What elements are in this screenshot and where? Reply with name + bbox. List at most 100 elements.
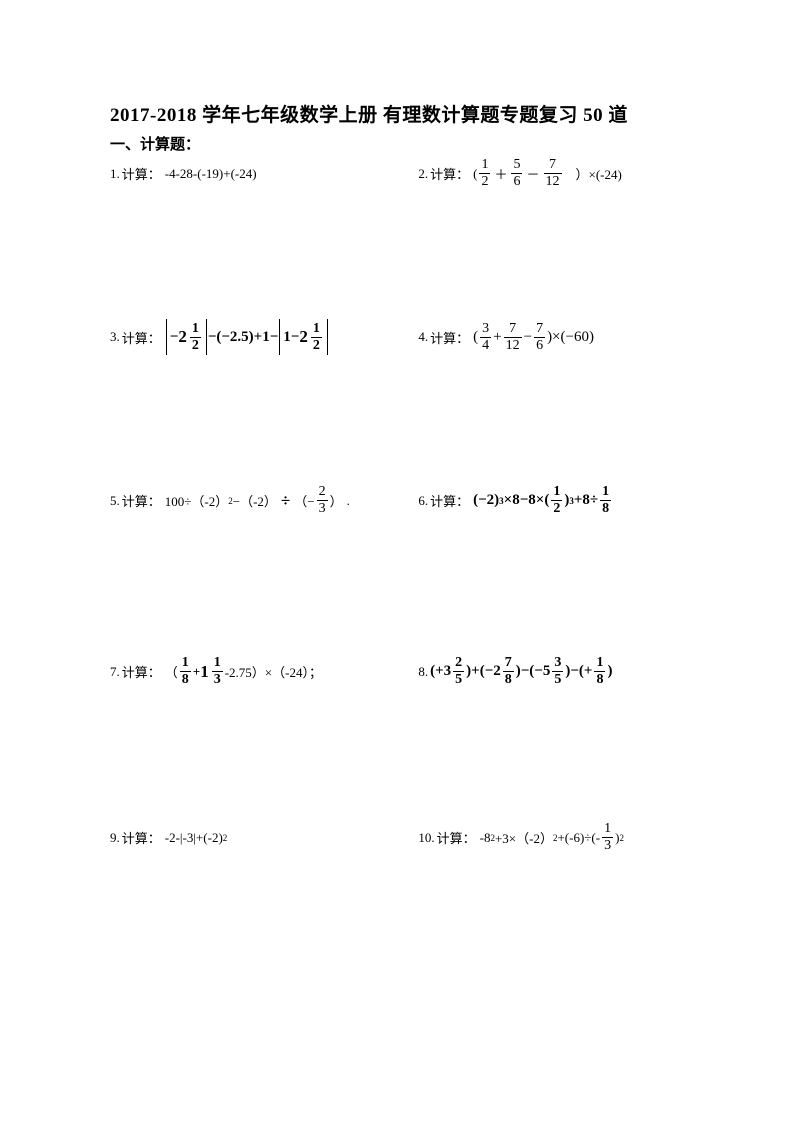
calc-label: 计算： — [430, 491, 469, 510]
problem-number: 3. — [110, 329, 120, 345]
problem-3: 3. 计算： − 2 12 −(−2.5)+1− 1− 2 12 — [110, 319, 418, 355]
op: + — [193, 664, 200, 680]
paren-open: ( — [473, 329, 478, 346]
mixed-number: 2 12 — [178, 322, 203, 353]
calc-label: 计算： — [122, 828, 161, 847]
expression: ( 34 + 712 − 76 )×(−60) — [473, 322, 594, 353]
page-title: 2017-2018 学年七年级数学上册 有理数计算题专题复习 50 道 — [110, 100, 703, 127]
mixed-number: 1 13 — [200, 656, 225, 687]
fraction: 13 — [602, 822, 613, 853]
fraction: 56 — [511, 158, 522, 189]
text: +(-6)÷(- — [557, 830, 600, 846]
calc-label: 计算： — [122, 328, 161, 347]
expression: -4-28-(-19)+(-24) — [165, 166, 257, 182]
problem-number: 8. — [418, 664, 428, 680]
text: -2-|-3|+(-2) — [165, 830, 223, 846]
text: )+(−2 — [466, 663, 501, 680]
expression: 100÷（-2） 2 −（-2） ÷ （− 23 ） . — [165, 485, 350, 516]
fraction: 712 — [544, 158, 562, 189]
fraction: 78 — [503, 656, 514, 687]
mixed-number: 2 12 — [299, 322, 324, 353]
superscript: 2 — [223, 833, 228, 843]
problem-number: 10. — [418, 830, 434, 846]
problem-number: 5. — [110, 493, 120, 509]
problem-number: 4. — [418, 329, 428, 345]
op: － — [526, 164, 539, 183]
row-1: 1. 计算： -4-28-(-19)+(-24) 2. 计算： ( 12 ＋ 5… — [110, 158, 703, 189]
fraction: 23 — [317, 485, 328, 516]
problem-6: 6. 计算： (−2)3 ×8−8×( 12 )3 +8÷ 18 — [418, 485, 703, 516]
paren-close: ） — [330, 491, 343, 510]
text: +8÷ — [574, 492, 598, 509]
calc-label: 计算： — [437, 828, 476, 847]
row-5: 9. 计算： -2-|-3|+(-2)2 10. 计算： -82 +3×（-2）… — [110, 822, 703, 853]
mid-text: −(−2.5)+1− — [208, 329, 278, 346]
fraction: 76 — [534, 322, 545, 353]
problem-number: 1. — [110, 166, 120, 182]
op: − — [524, 329, 532, 346]
fraction: 34 — [480, 322, 491, 353]
problem-2: 2. 计算： ( 12 ＋ 56 － 712 ）×(-24) — [418, 158, 703, 189]
text: )−(−5 — [516, 663, 551, 680]
text: -8 — [480, 830, 491, 846]
fraction: 18 — [180, 656, 191, 687]
superscript: 2 — [619, 833, 624, 843]
fraction: 12 — [479, 158, 490, 189]
dot: . — [347, 493, 350, 509]
problem-number: 2. — [418, 166, 428, 182]
text: ) — [607, 663, 612, 680]
op: 1− — [283, 329, 299, 346]
problem-10: 10. 计算： -82 +3×（-2）2 +(-6)÷(- 13 )2 — [418, 822, 703, 853]
expression: − 2 12 −(−2.5)+1− 1− 2 12 — [165, 319, 329, 355]
text: (−2) — [473, 492, 499, 509]
fraction: 35 — [552, 656, 563, 687]
abs: − 2 12 — [166, 319, 207, 355]
calc-label: 计算： — [122, 164, 161, 183]
expression: (+3 25 )+(−2 78 )−(−5 35 )−(+ 18 ) — [430, 656, 612, 687]
problem-number: 7. — [110, 664, 120, 680]
text: (+3 — [430, 663, 451, 680]
text: −（-2） — [233, 491, 277, 510]
calc-label: 计算： — [430, 164, 469, 183]
paren-open: （− — [294, 491, 314, 510]
problem-4: 4. 计算： ( 34 + 712 − 76 )×(−60) — [418, 322, 703, 353]
problem-number: 9. — [110, 830, 120, 846]
expression: (−2)3 ×8−8×( 12 )3 +8÷ 18 — [473, 485, 613, 516]
problem-5: 5. 计算： 100÷（-2） 2 −（-2） ÷ （− 23 ） . — [110, 485, 418, 516]
fraction: 12 — [551, 485, 562, 516]
problem-number: 6. — [418, 493, 428, 509]
fraction: 25 — [453, 656, 464, 687]
calc-label: 计算： — [430, 328, 469, 347]
text: ×8−8×( — [504, 492, 550, 509]
calc-label: 计算： — [122, 491, 161, 510]
tail: ）×(-24) — [576, 164, 622, 183]
text: +3×（-2） — [495, 828, 553, 847]
paren-open: ( — [473, 166, 477, 182]
op: ＋ — [494, 164, 507, 183]
expression: （ 18 + 1 13 -2.75）×（-24）； — [165, 656, 322, 687]
calc-label: 计算： — [122, 662, 161, 681]
text: )−(+ — [565, 663, 592, 680]
problem-7: 7. 计算： （ 18 + 1 13 -2.75）×（-24）； — [110, 656, 418, 687]
tail: )×(−60) — [547, 329, 594, 346]
row-2: 3. 计算： − 2 12 −(−2.5)+1− 1− 2 12 — [110, 319, 703, 355]
row-4: 7. 计算： （ 18 + 1 13 -2.75）×（-24）； 8. (+3 … — [110, 656, 703, 687]
problem-8: 8. (+3 25 )+(−2 78 )−(−5 35 )−(+ 18 ) — [418, 656, 703, 687]
problem-9: 9. 计算： -2-|-3|+(-2)2 — [110, 828, 418, 847]
expression: -2-|-3|+(-2)2 — [165, 830, 228, 846]
op: ÷ — [281, 491, 290, 511]
problem-1: 1. 计算： -4-28-(-19)+(-24) — [110, 164, 418, 183]
fraction: 18 — [594, 656, 605, 687]
section-heading: 一、计算题： — [110, 133, 703, 154]
expression: -82 +3×（-2）2 +(-6)÷(- 13 )2 — [480, 822, 624, 853]
tail: -2.75）×（-24）； — [225, 662, 322, 681]
fraction: 18 — [600, 485, 611, 516]
abs: 1− 2 12 — [279, 319, 328, 355]
op: + — [493, 329, 501, 346]
fraction: 712 — [504, 322, 522, 353]
text: 100÷（-2） — [165, 491, 228, 510]
expression: ( 12 ＋ 56 － 712 ）×(-24) — [473, 158, 622, 189]
row-3: 5. 计算： 100÷（-2） 2 −（-2） ÷ （− 23 ） . 6. 计… — [110, 485, 703, 516]
page: 2017-2018 学年七年级数学上册 有理数计算题专题复习 50 道 一、计算… — [0, 0, 793, 1122]
paren-open: （ — [165, 662, 178, 681]
